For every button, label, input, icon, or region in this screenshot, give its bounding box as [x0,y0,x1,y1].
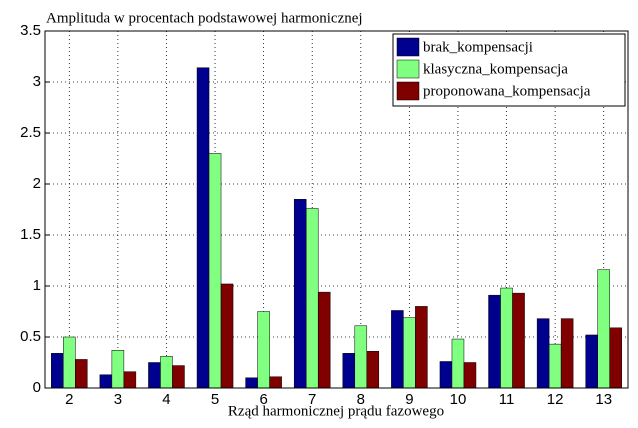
bar [585,334,598,389]
y-tick-label: 2.5 [20,124,41,141]
legend-box [392,33,626,107]
bar [196,67,210,389]
legend-swatch [396,37,420,57]
bar [305,208,319,389]
x-tick-label: 12 [547,391,564,408]
bar [208,153,222,389]
bar [123,371,137,389]
bar [342,353,356,389]
bar [500,287,513,389]
bar [160,356,173,389]
legend-label: brak_kompensacji [423,39,533,55]
bar [75,359,88,389]
x-tick-label: 3 [114,391,122,408]
bar [512,292,525,389]
bar [220,283,234,389]
bar [451,338,465,389]
legend-label: proponowana_kompensacja [423,83,591,99]
bar [488,294,501,389]
y-tick-label: 1 [33,277,41,294]
bar [317,291,331,389]
y-tick-label: 0.5 [20,328,41,345]
y-tick-label: 3 [33,73,41,90]
legend-swatch [396,59,420,79]
bar [548,343,562,389]
bar [63,336,76,389]
y-tick-label: 1.5 [20,226,41,243]
bar [172,365,185,389]
x-tick-label: 6 [259,391,267,408]
x-tick-label: 8 [357,391,365,408]
bar [257,311,270,389]
bar [51,353,64,389]
chart-title: Amplituda w procentach podstawowej harmo… [46,10,363,26]
bar [354,325,368,389]
bar [148,362,161,389]
bar [560,318,574,389]
x-axis-label: Rząd harmonicznej prądu fazowego [228,403,444,419]
x-tick-label: 13 [595,391,612,408]
bar [597,269,610,389]
bar [245,377,258,389]
x-tick-label: 10 [450,391,467,408]
y-tick-label: 0 [33,379,41,396]
plot-frame [44,30,629,389]
legend-label: klasyczna_kompensacja [423,61,568,77]
legend-swatch [396,81,420,101]
x-tick-label: 9 [405,391,413,408]
x-tick-label: 5 [211,391,219,408]
bar [609,327,622,389]
bar [463,362,477,389]
bar [536,318,550,389]
y-tick-label: 2 [33,175,41,192]
bar [391,310,404,389]
x-tick-label: 2 [65,391,73,408]
bar [111,350,125,389]
bar [415,306,428,389]
bar [366,351,380,389]
bar [99,374,113,389]
x-tick-label: 4 [162,391,170,408]
x-tick-label: 7 [308,391,316,408]
bar [403,317,416,389]
bar [439,361,453,389]
x-tick-label: 11 [499,391,515,408]
bar [293,199,307,389]
y-tick-label: 3.5 [20,22,41,39]
bar [269,376,282,389]
